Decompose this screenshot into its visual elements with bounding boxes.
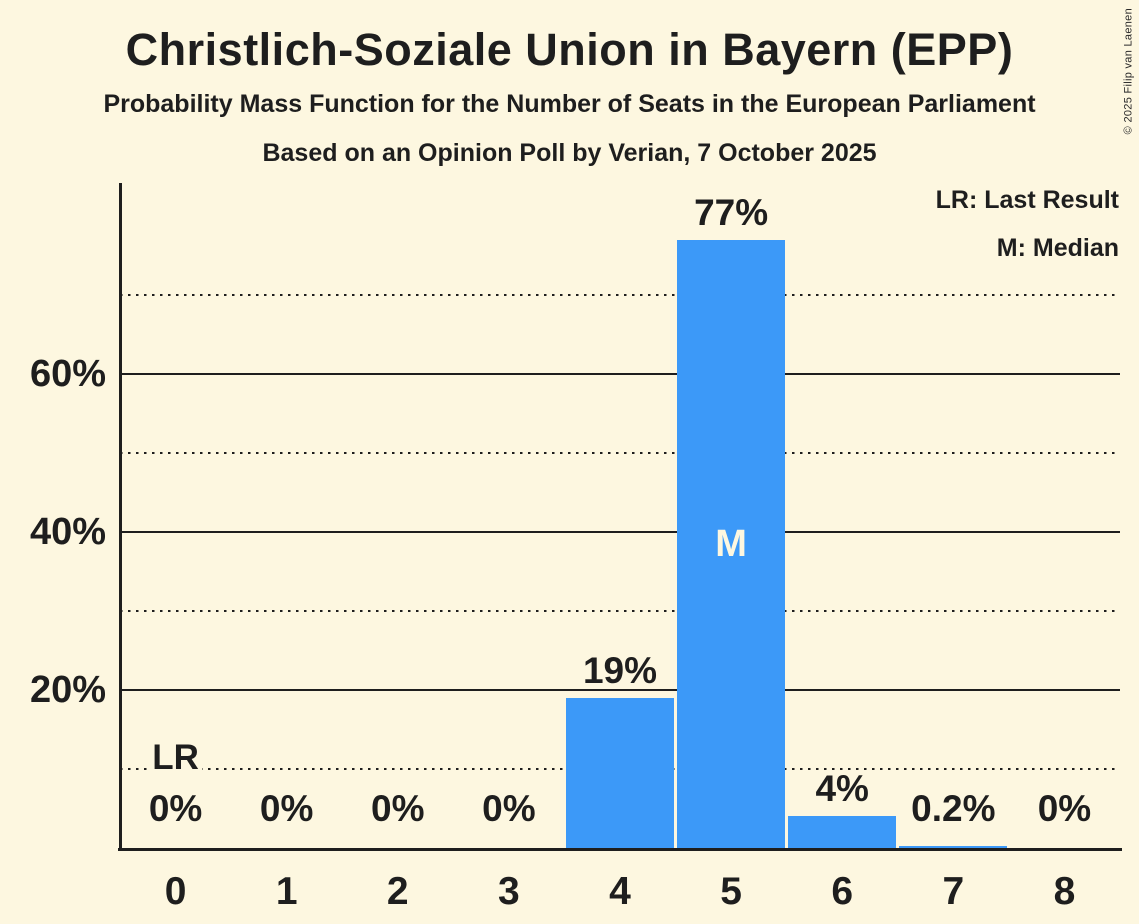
chart-source-line: Based on an Opinion Poll by Verian, 7 Oc… [262,139,877,167]
bar-value-label-seat-1: 0% [259,788,314,829]
bar-seat-4 [566,697,674,848]
x-tick-label-2: 2 [386,870,409,913]
bar-seat-5 [677,239,786,848]
x-tick-label-7: 7 [942,870,965,913]
gridline-dotted-30pct [120,609,1120,613]
bar-value-label-seat-0: 0% [148,788,203,829]
gridline-solid-20pct [120,688,1120,692]
gridline-solid-40pct [120,530,1120,534]
bar-value-label-seat-3: 0% [482,788,536,829]
bar-value-label-seat-7: 0.2% [911,788,996,829]
bar-seat-7 [899,846,1008,848]
median-marker: M [715,522,747,565]
bar-value-label-seat-6: 4% [815,768,869,810]
x-tick-label-8: 8 [1053,870,1076,913]
last-result-marker-text: LR [149,738,202,777]
x-tick-label-6: 6 [831,870,854,913]
x-tick-label-1: 1 [275,870,298,913]
chart-subtitle: Probability Mass Function for the Number… [103,90,1036,118]
gridline-solid-60pct [120,372,1120,376]
y-tick-label-40%: 40% [29,511,106,553]
x-axis-line [118,847,1122,851]
legend-median: M: Median [996,234,1119,262]
y-tick-label-60%: 60% [29,353,106,395]
x-tick-label-0: 0 [164,870,187,913]
bar-value-label-seat-8: 0% [1037,788,1092,829]
bar-value-label-seat-4: 19% [582,649,658,691]
x-tick-label-5: 5 [720,870,742,913]
last-result-marker: LR [120,738,231,777]
gridline-dotted-50pct [120,451,1120,455]
chart-title: Christlich-Soziale Union in Bayern (EPP) [125,24,1014,75]
bar-value-label-seat-2: 0% [371,788,425,829]
y-tick-label-20%: 20% [29,669,106,711]
chart-legend: LR: Last Result M: Median [936,186,1119,282]
bar-seat-6 [788,816,897,848]
legend-last-result: LR: Last Result [935,186,1119,214]
gridline-dotted-70pct [120,293,1120,297]
x-tick-label-4: 4 [609,870,631,913]
y-axis-line [119,183,122,851]
bar-value-label-seat-5: 77% [694,191,769,233]
x-tick-label-3: 3 [498,870,520,913]
